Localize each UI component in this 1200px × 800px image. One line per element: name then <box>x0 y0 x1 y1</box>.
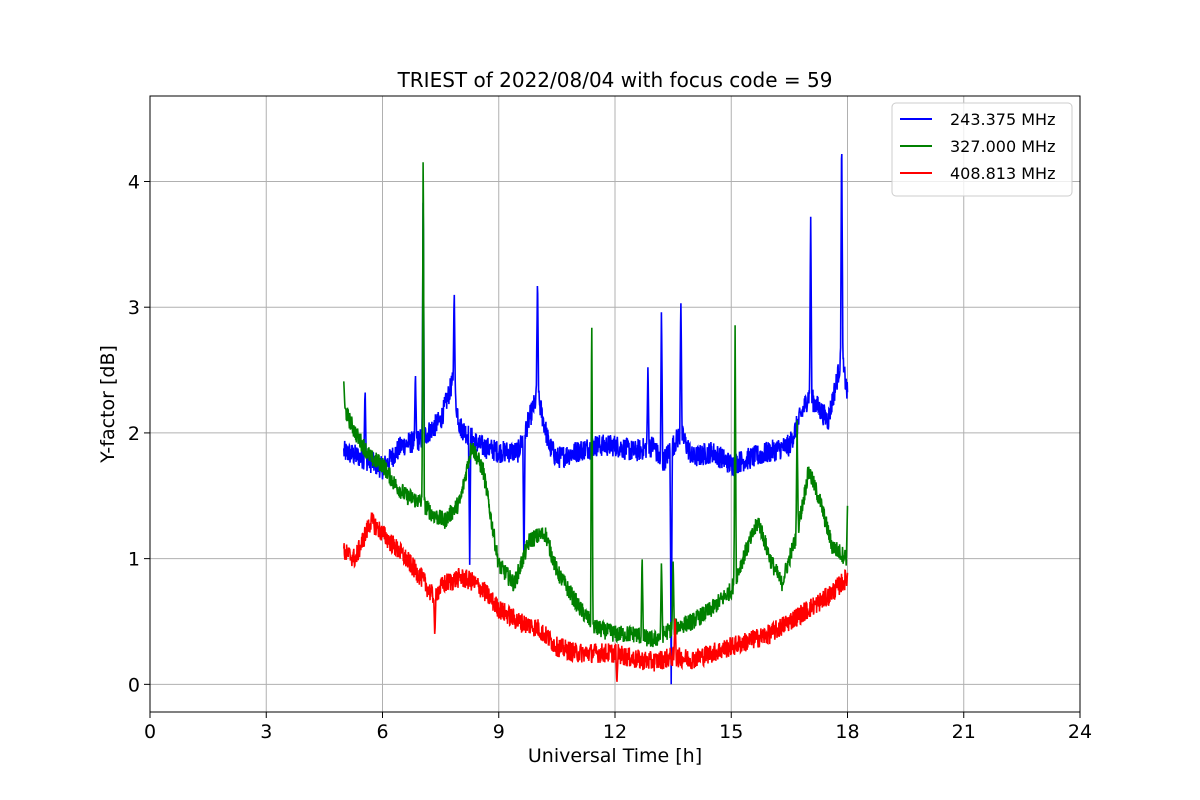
y-tick-label: 0 <box>128 674 140 696</box>
x-tick-label: 24 <box>1068 721 1092 743</box>
series-line-243-375-mhz <box>343 153 849 685</box>
x-tick-label: 9 <box>493 721 505 743</box>
x-tick-label: 3 <box>260 721 272 743</box>
y-tick-label: 3 <box>128 297 140 319</box>
y-axis-label: Y-factor [dB] <box>97 345 119 464</box>
y-tick-label: 4 <box>128 171 140 193</box>
x-tick-label: 0 <box>144 721 156 743</box>
chart-title: TRIEST of 2022/08/04 with focus code = 5… <box>397 68 833 92</box>
x-tick-label: 18 <box>835 721 859 743</box>
y-tick-label: 1 <box>128 549 140 571</box>
legend-box <box>891 102 1073 197</box>
x-axis-label: Universal Time [h] <box>528 745 702 767</box>
legend-label: 408.813 MHz <box>950 164 1055 183</box>
legend: 243.375 MHz 327.000 MHz 408.813 MHz <box>891 102 1073 197</box>
x-tick-label: 6 <box>376 721 388 743</box>
x-tick-label: 12 <box>603 721 627 743</box>
series-layer <box>343 153 849 685</box>
series-line-408-813-mhz <box>343 512 849 682</box>
x-tick-label: 15 <box>719 721 743 743</box>
series-line-327-000-mhz <box>343 162 849 648</box>
legend-label: 327.000 MHz <box>950 137 1055 156</box>
x-tick-label: 21 <box>952 721 976 743</box>
y-tick-label: 2 <box>128 423 140 445</box>
legend-label: 243.375 MHz <box>950 110 1055 129</box>
